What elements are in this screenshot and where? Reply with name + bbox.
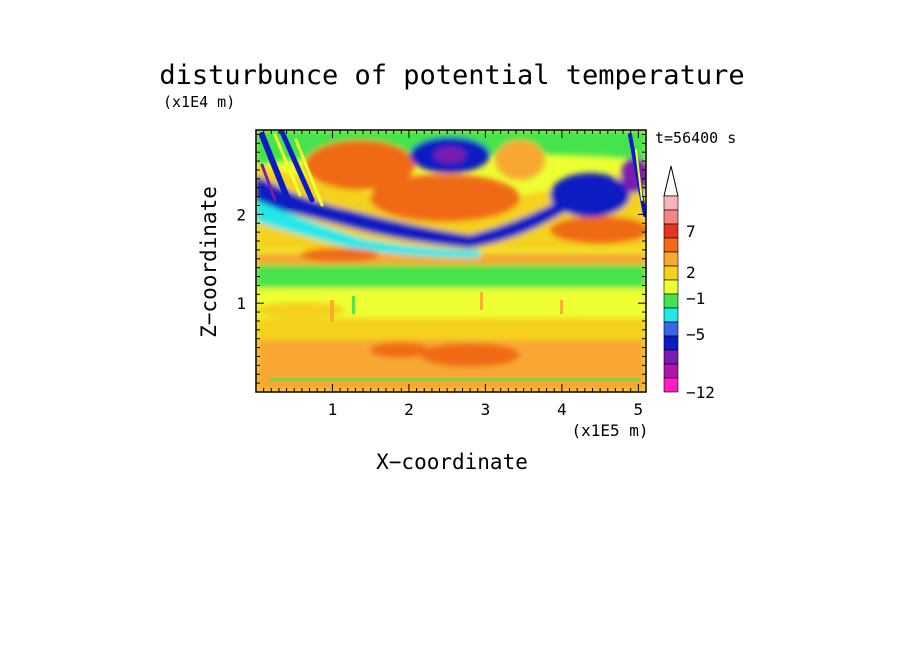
colorbar: 7 2 −1 −5 −12 bbox=[663, 165, 715, 402]
colorbar-swatch bbox=[663, 237, 679, 253]
colorbar-swatch bbox=[663, 195, 679, 211]
patch-yellow-1 bbox=[256, 302, 345, 318]
patch-yellow-2 bbox=[560, 322, 640, 338]
contour-field bbox=[256, 130, 646, 392]
y-tick-label: 1 bbox=[236, 294, 246, 313]
colorbar-label: 7 bbox=[686, 222, 696, 241]
colorbar-swatch bbox=[663, 377, 679, 393]
colorbar-swatch bbox=[663, 321, 679, 337]
y-tick-label: 2 bbox=[236, 205, 246, 224]
x-tick-label: 1 bbox=[328, 400, 338, 419]
patch-purple-top bbox=[434, 147, 466, 163]
colorbar-swatch bbox=[663, 251, 679, 267]
noise-speckles bbox=[270, 292, 640, 381]
region-green-band bbox=[256, 262, 646, 288]
plot-frame bbox=[255, 129, 647, 393]
patch-orange-5 bbox=[300, 248, 380, 262]
time-label: t=56400 s bbox=[655, 129, 736, 147]
patch-orange-6 bbox=[420, 343, 520, 367]
band-cyan-arc bbox=[256, 200, 480, 258]
x-tick-label: 2 bbox=[404, 400, 414, 419]
colorbar-swatch bbox=[663, 335, 679, 351]
patch-orange-2 bbox=[370, 174, 520, 222]
contour-regions bbox=[256, 130, 646, 392]
colorbar-swatch bbox=[663, 209, 679, 225]
colorbar-label: −1 bbox=[686, 289, 705, 308]
x-axis-label: X−coordinate bbox=[376, 450, 528, 474]
x-tick-label: 3 bbox=[481, 400, 491, 419]
region-lower-yellow bbox=[256, 318, 646, 340]
patch-orange-1 bbox=[305, 140, 415, 190]
band-blue-arc bbox=[256, 175, 565, 248]
patch-blue-right bbox=[550, 173, 630, 217]
x-tick-label: 4 bbox=[557, 400, 567, 419]
colorbar-swatch bbox=[663, 307, 679, 323]
colorbar-swatch bbox=[663, 223, 679, 239]
colorbar-arrow bbox=[663, 165, 679, 197]
colorbar-swatch bbox=[663, 293, 679, 309]
colorbar-label: −5 bbox=[686, 325, 705, 344]
chart-title: disturbunce of potential temperature bbox=[159, 60, 744, 91]
y-axis-label: Z−coordinate bbox=[197, 186, 221, 338]
y-axis-ticks: 12 bbox=[236, 133, 646, 384]
colorbar-label: 2 bbox=[686, 263, 696, 282]
y-unit-label: (x1E4 m) bbox=[163, 93, 235, 111]
colorbar-swatch bbox=[663, 349, 679, 365]
x-unit-label: (x1E5 m) bbox=[571, 421, 648, 440]
colorbar-label: −12 bbox=[686, 383, 715, 402]
patch-orange-3 bbox=[550, 216, 646, 244]
colorbar-swatch bbox=[663, 363, 679, 379]
x-axis-ticks: 1 2 3 4 5 bbox=[263, 130, 647, 419]
region-upper-yellow bbox=[256, 165, 646, 250]
diagonal-streaks bbox=[259, 130, 646, 217]
colorbar-swatch bbox=[663, 265, 679, 281]
region-mid-yellow bbox=[256, 285, 646, 295]
patch-orange-4 bbox=[495, 140, 545, 180]
patch-orange-7 bbox=[370, 342, 430, 358]
x-tick-label: 5 bbox=[634, 400, 644, 419]
colorbar-swatch bbox=[663, 279, 679, 295]
